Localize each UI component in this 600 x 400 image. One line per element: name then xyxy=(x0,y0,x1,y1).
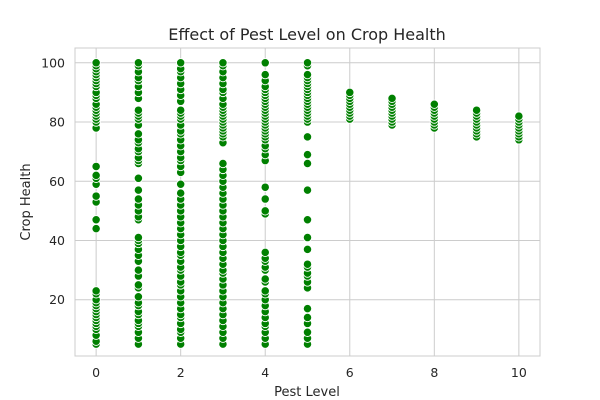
y-tick-label: 60 xyxy=(49,174,65,189)
data-point xyxy=(260,58,270,68)
data-point xyxy=(429,99,439,109)
data-point xyxy=(176,179,186,189)
x-tick-label: 0 xyxy=(92,365,100,380)
data-point xyxy=(133,265,144,275)
y-axis-label: Crop Health xyxy=(19,163,34,240)
data-point xyxy=(345,87,355,98)
data-point xyxy=(176,188,186,198)
y-tick-label: 40 xyxy=(49,233,65,248)
data-point xyxy=(133,280,144,290)
data-point xyxy=(302,303,313,314)
data-point xyxy=(260,206,270,216)
data-point xyxy=(133,292,144,302)
tick-labels: 0 2 4 6 8 10 20 40 60 80 100 xyxy=(41,55,527,380)
data-point xyxy=(133,194,144,204)
data-point xyxy=(133,185,144,195)
data-point xyxy=(91,161,101,172)
data-point xyxy=(133,129,144,139)
data-point xyxy=(176,58,186,68)
data-point xyxy=(302,158,313,169)
data-point xyxy=(133,105,144,115)
data-point xyxy=(176,105,186,115)
data-point xyxy=(218,158,228,169)
data-point xyxy=(302,70,313,80)
x-tick-label: 8 xyxy=(430,365,438,380)
data-point xyxy=(260,247,270,257)
data-point xyxy=(302,312,313,323)
y-tick-label: 20 xyxy=(49,292,65,307)
data-point xyxy=(302,327,313,337)
data-point xyxy=(302,259,313,269)
x-tick-label: 2 xyxy=(177,365,185,380)
data-point xyxy=(514,111,524,121)
y-tick-label: 100 xyxy=(41,55,65,70)
data-point xyxy=(91,286,101,296)
data-point xyxy=(133,232,144,243)
data-point xyxy=(302,244,313,255)
data-point xyxy=(260,286,270,296)
data-point xyxy=(387,93,397,103)
x-tick-label: 4 xyxy=(261,365,269,380)
data-point xyxy=(91,215,101,225)
x-tick-label: 6 xyxy=(346,365,354,380)
data-point xyxy=(91,224,101,234)
data-point xyxy=(302,215,313,225)
data-points xyxy=(91,58,524,349)
data-point xyxy=(471,105,482,115)
y-tick-label: 80 xyxy=(49,115,65,130)
plot-frame xyxy=(74,47,541,357)
data-point xyxy=(302,185,313,195)
data-point xyxy=(260,182,270,192)
data-point xyxy=(260,70,270,80)
data-point xyxy=(218,58,228,68)
data-point xyxy=(260,274,270,284)
data-point xyxy=(133,58,144,68)
data-point xyxy=(302,58,313,68)
data-point xyxy=(302,132,313,142)
data-point xyxy=(91,170,101,180)
data-point xyxy=(260,194,270,204)
data-point xyxy=(133,173,144,183)
chart-title: Effect of Pest Level on Crop Health xyxy=(168,25,446,44)
x-tick-label: 10 xyxy=(511,365,527,380)
data-point xyxy=(91,58,101,68)
data-point xyxy=(302,232,313,243)
data-point xyxy=(91,191,101,201)
data-point xyxy=(302,149,313,160)
x-axis-label: Pest Level xyxy=(274,385,340,400)
